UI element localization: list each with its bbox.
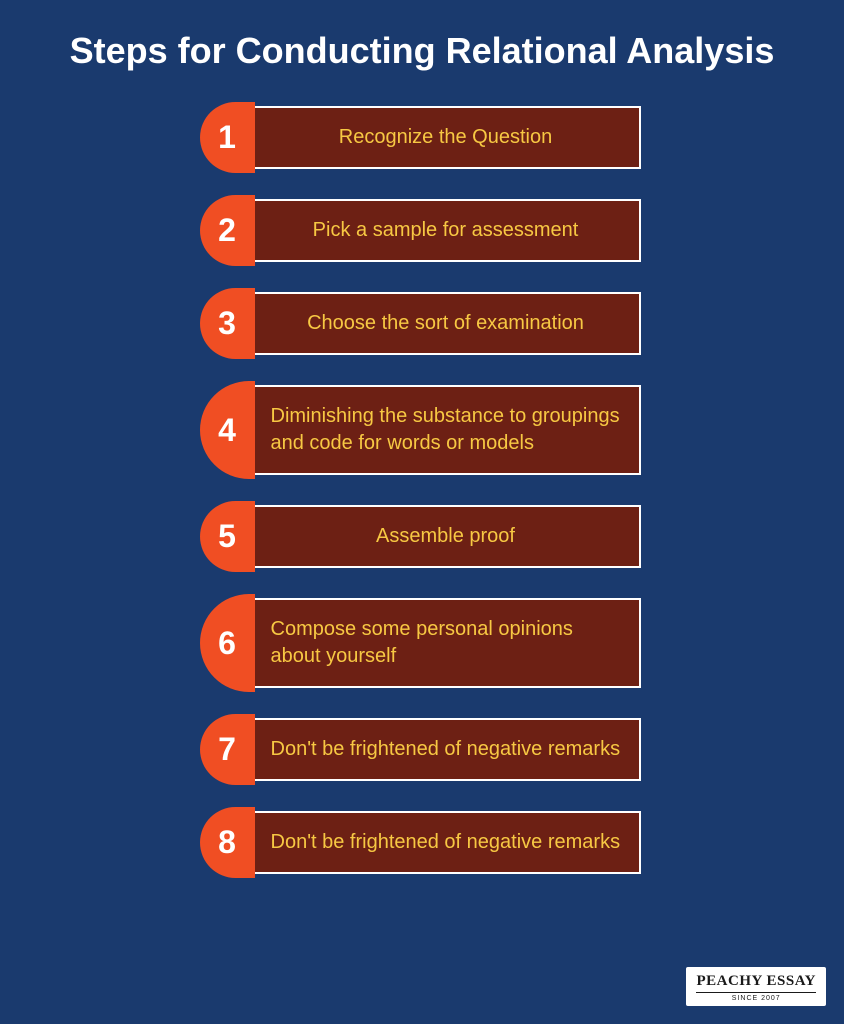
steps-list: 1 Recognize the Question 2 Pick a sample… [0,102,844,878]
step-number-badge: 7 [200,714,255,785]
step-item: 6 Compose some personal opinions about y… [200,594,645,692]
logo-sub-text: SINCE 2007 [696,995,816,1002]
step-text-wrapper: Assemble proof [247,501,645,572]
step-text-wrapper: Choose the sort of examination [247,288,645,359]
step-number-badge: 1 [200,102,255,173]
step-item: 4 Diminishing the substance to groupings… [200,381,645,479]
logo-main-text: PEACHY ESSAY [696,973,816,990]
step-text: Assemble proof [251,505,641,568]
step-item: 3 Choose the sort of examination [200,288,645,359]
step-text-wrapper: Don't be frightened of negative remarks [247,807,645,878]
step-text: Don't be frightened of negative remarks [251,811,641,874]
step-number-badge: 3 [200,288,255,359]
step-text: Compose some personal opinions about you… [251,598,641,688]
step-text-wrapper: Pick a sample for assessment [247,195,645,266]
step-text-wrapper: Recognize the Question [247,102,645,173]
step-number-badge: 2 [200,195,255,266]
step-text: Choose the sort of examination [251,292,641,355]
step-item: 2 Pick a sample for assessment [200,195,645,266]
step-number-badge: 4 [200,381,255,479]
step-item: 7 Don't be frightened of negative remark… [200,714,645,785]
step-text-wrapper: Don't be frightened of negative remarks [247,714,645,785]
step-text-wrapper: Compose some personal opinions about you… [247,594,645,692]
step-text: Don't be frightened of negative remarks [251,718,641,781]
step-text: Pick a sample for assessment [251,199,641,262]
logo-divider [696,992,816,993]
brand-logo: PEACHY ESSAY SINCE 2007 [686,967,826,1006]
step-item: 1 Recognize the Question [200,102,645,173]
step-number-badge: 5 [200,501,255,572]
step-item: 8 Don't be frightened of negative remark… [200,807,645,878]
step-number-badge: 6 [200,594,255,692]
page-title: Steps for Conducting Relational Analysis [0,0,844,102]
step-text: Recognize the Question [251,106,641,169]
step-item: 5 Assemble proof [200,501,645,572]
step-number-badge: 8 [200,807,255,878]
step-text-wrapper: Diminishing the substance to groupings a… [247,381,645,479]
step-text: Diminishing the substance to groupings a… [251,385,641,475]
